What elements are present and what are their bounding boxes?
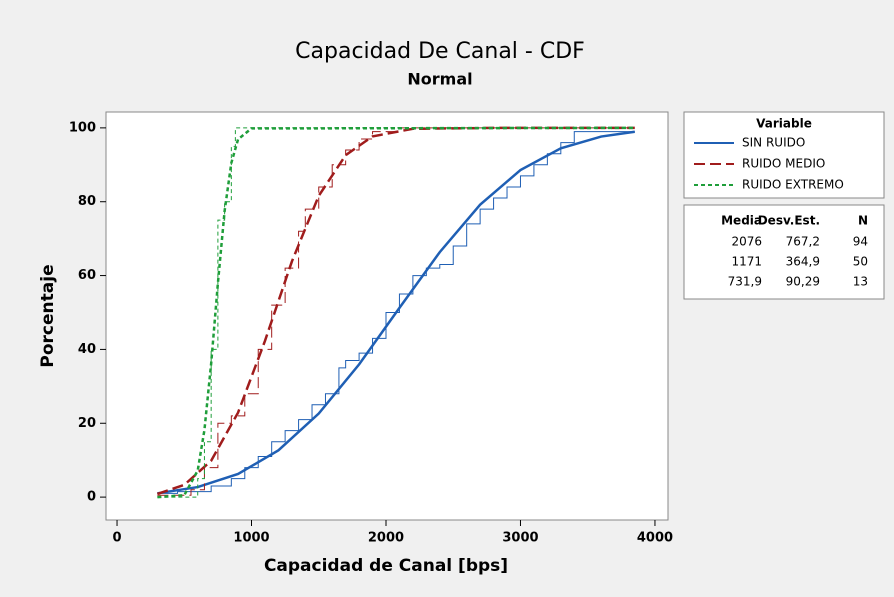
- y-tick-label: 100: [69, 120, 96, 135]
- x-tick-label: 2000: [368, 531, 404, 546]
- y-tick-label: 20: [78, 416, 96, 431]
- y-axis-label: Porcentaje: [38, 264, 58, 367]
- y-tick-label: 60: [78, 268, 96, 283]
- legend-box: [683, 111, 885, 199]
- x-tick-label: 1000: [233, 531, 269, 546]
- chart-subtitle: Normal: [407, 70, 472, 89]
- stats-cell: 90,29: [786, 275, 820, 289]
- stats-cell: 1171: [731, 255, 762, 269]
- stats-cell: 13: [853, 275, 868, 289]
- stats-header: Desv.Est.: [758, 214, 820, 228]
- fitted-line: [157, 126, 635, 499]
- y-tick-label: 80: [78, 194, 96, 209]
- empirical-line: [157, 127, 635, 498]
- stats-cell: 50: [853, 255, 868, 269]
- fitted-line: [157, 130, 635, 495]
- x-tick-label: 4000: [637, 531, 673, 546]
- stats-cell: 364,9: [786, 255, 820, 269]
- legend-title: Variable: [756, 117, 812, 131]
- stats-header: Media: [721, 214, 762, 228]
- legend-label: RUIDO EXTREMO: [742, 178, 844, 192]
- legend-label: RUIDO MEDIO: [742, 157, 825, 171]
- stats-box: [683, 204, 885, 300]
- x-tick-label: 3000: [502, 531, 538, 546]
- y-tick-label: 0: [87, 490, 96, 505]
- x-tick-label: 0: [113, 531, 122, 546]
- stats-cell: 767,2: [786, 235, 820, 249]
- y-tick-label: 40: [78, 342, 96, 357]
- chart-title: Capacidad De Canal - CDF: [295, 39, 585, 64]
- stats-cell: 2076: [731, 235, 762, 249]
- stats-header: N: [858, 214, 868, 228]
- x-axis-label: Capacidad de Canal [bps]: [264, 556, 508, 576]
- stats-cell: 94: [853, 235, 868, 249]
- legend-label: SIN RUIDO: [742, 136, 805, 150]
- stats-cell: 731,9: [728, 275, 762, 289]
- plot-area: [105, 111, 669, 521]
